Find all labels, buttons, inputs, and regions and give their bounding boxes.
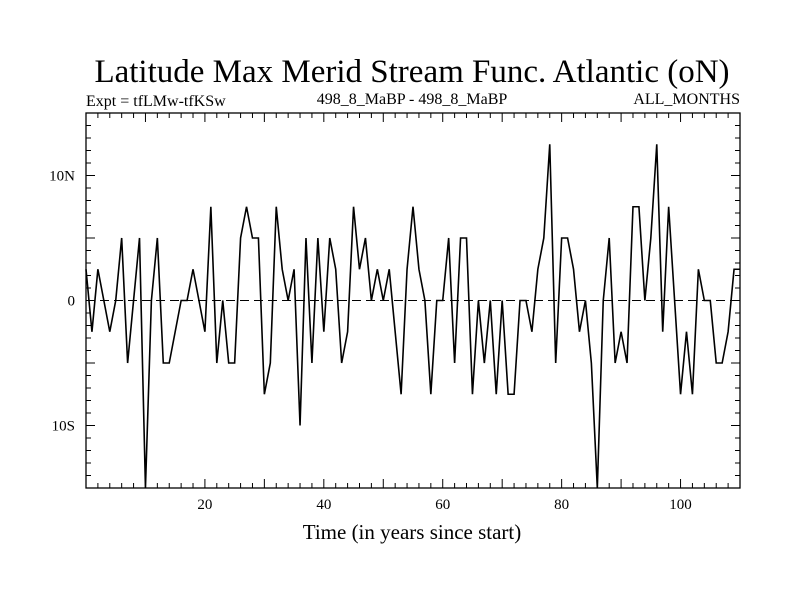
- x-tick-label: 100: [669, 497, 692, 513]
- period-label: 498_8_MaBP - 498_8_MaBP: [317, 91, 508, 108]
- x-tick-label: 60: [435, 497, 450, 513]
- x-tick-label: 80: [554, 497, 569, 513]
- months-label: ALL_MONTHS: [633, 91, 740, 108]
- series-line: [85, 144, 740, 489]
- experiment-label: Expt = tfLMw-tfKSw: [86, 93, 226, 110]
- chart-title: Latitude Max Merid Stream Func. Atlantic…: [94, 54, 729, 90]
- y-tick-label: 10N: [49, 169, 75, 185]
- x-axis-label: Time (in years since start): [303, 520, 522, 544]
- y-tick-label: 0: [68, 294, 76, 310]
- plot-frame: [85, 112, 741, 489]
- plot-area: 20 40 60 80 100 10N 0 10S: [49, 112, 741, 513]
- x-tick-label: 40: [316, 497, 331, 513]
- y-tick-label: 10S: [52, 419, 75, 435]
- x-tick-label: 20: [197, 497, 212, 513]
